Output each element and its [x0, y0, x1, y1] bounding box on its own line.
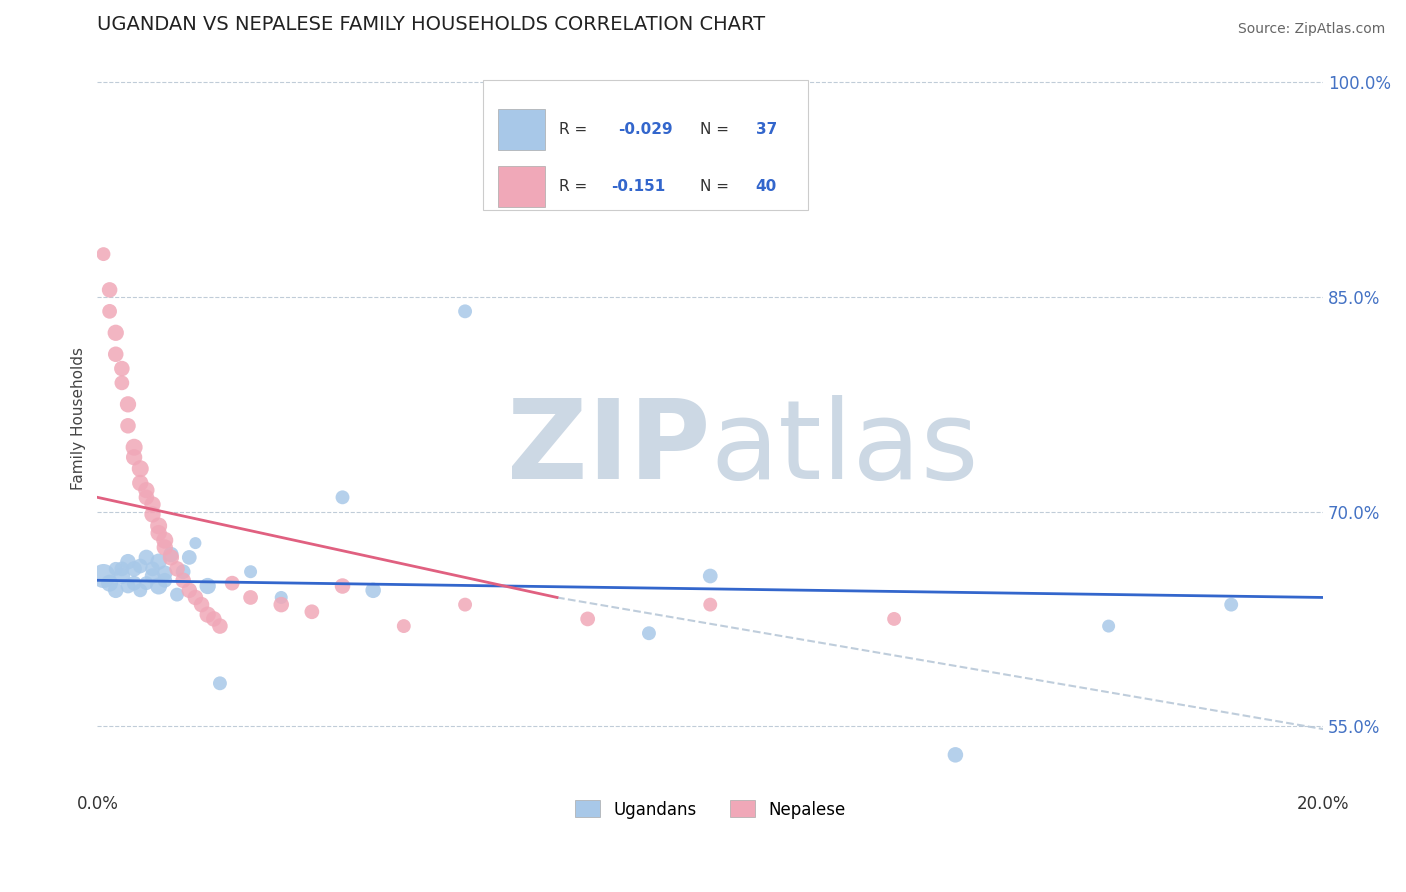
Point	[135, 491, 157, 505]
Y-axis label: Family Households: Family Households	[72, 347, 86, 490]
Point	[638, 626, 661, 640]
Point	[361, 583, 384, 598]
Point	[392, 619, 415, 633]
Point	[160, 550, 183, 565]
Text: UGANDAN VS NEPALESE FAMILY HOUSEHOLDS CORRELATION CHART: UGANDAN VS NEPALESE FAMILY HOUSEHOLDS CO…	[97, 15, 765, 34]
Point	[190, 598, 212, 612]
Point	[699, 569, 721, 583]
Text: N =: N =	[700, 122, 734, 137]
Point	[129, 559, 152, 574]
Point	[98, 304, 121, 318]
Legend: Ugandans, Nepalese: Ugandans, Nepalese	[567, 792, 853, 827]
Point	[270, 591, 292, 605]
Point	[184, 536, 207, 550]
Point	[104, 583, 127, 598]
Point	[141, 569, 163, 583]
Text: 37: 37	[755, 122, 778, 137]
Point	[111, 569, 134, 583]
Text: N =: N =	[700, 179, 734, 194]
Point	[148, 526, 170, 541]
Text: 40: 40	[755, 179, 778, 194]
Point	[129, 475, 152, 490]
Point	[184, 591, 207, 605]
Point	[111, 361, 134, 376]
Point	[111, 562, 134, 576]
Point	[883, 612, 905, 626]
Point	[148, 579, 170, 593]
Point	[148, 555, 170, 569]
Point	[122, 562, 145, 576]
Point	[332, 491, 354, 505]
Point	[122, 450, 145, 465]
Point	[454, 598, 477, 612]
FancyBboxPatch shape	[484, 80, 808, 211]
Point	[197, 579, 219, 593]
Point	[122, 576, 145, 591]
Point	[98, 283, 121, 297]
Point	[454, 304, 477, 318]
Point	[179, 550, 201, 565]
Text: R =: R =	[560, 179, 592, 194]
Point	[179, 583, 201, 598]
Point	[135, 483, 157, 498]
Point	[172, 574, 194, 588]
Text: R =: R =	[560, 122, 592, 137]
Point	[104, 347, 127, 361]
FancyBboxPatch shape	[498, 109, 544, 150]
Point	[153, 566, 176, 581]
Point	[135, 550, 157, 565]
Point	[93, 569, 115, 583]
Text: ZIP: ZIP	[508, 395, 710, 502]
Text: -0.029: -0.029	[619, 122, 673, 137]
Point	[699, 598, 721, 612]
Point	[117, 555, 139, 569]
Text: Source: ZipAtlas.com: Source: ZipAtlas.com	[1237, 22, 1385, 37]
Point	[239, 565, 262, 579]
Point	[153, 541, 176, 555]
Point	[104, 562, 127, 576]
Point	[153, 533, 176, 548]
Point	[239, 591, 262, 605]
Point	[1220, 598, 1243, 612]
Point	[153, 574, 176, 588]
Point	[1097, 619, 1119, 633]
Point	[135, 576, 157, 591]
Text: -0.151: -0.151	[612, 179, 665, 194]
Point	[117, 418, 139, 433]
Point	[202, 612, 225, 626]
Point	[148, 519, 170, 533]
Point	[129, 461, 152, 475]
Point	[122, 440, 145, 454]
Point	[208, 676, 231, 690]
Point	[117, 579, 139, 593]
Point	[129, 583, 152, 598]
Point	[98, 576, 121, 591]
Point	[172, 565, 194, 579]
Point	[576, 612, 599, 626]
Point	[332, 579, 354, 593]
Point	[104, 326, 127, 340]
Point	[160, 548, 183, 562]
Point	[141, 498, 163, 512]
Point	[221, 576, 243, 591]
Point	[208, 619, 231, 633]
Point	[166, 588, 188, 602]
Point	[141, 562, 163, 576]
Point	[141, 508, 163, 522]
Point	[111, 376, 134, 390]
Point	[117, 397, 139, 411]
Point	[945, 747, 967, 762]
FancyBboxPatch shape	[498, 167, 544, 207]
Point	[270, 598, 292, 612]
Point	[301, 605, 323, 619]
Point	[166, 562, 188, 576]
Point	[197, 607, 219, 622]
Text: atlas: atlas	[710, 395, 979, 502]
Point	[93, 247, 115, 261]
